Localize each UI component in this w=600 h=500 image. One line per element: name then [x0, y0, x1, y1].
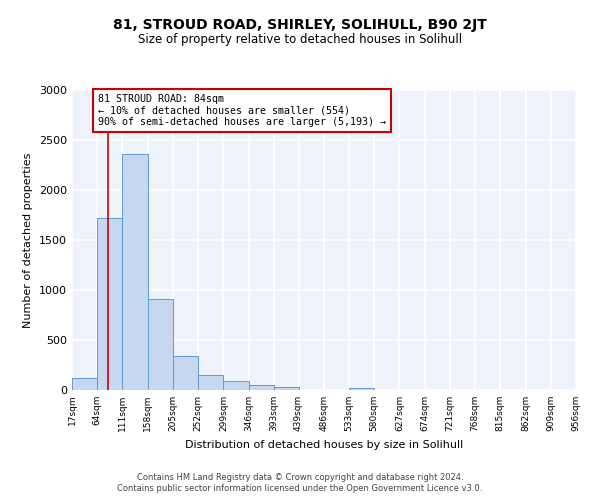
Bar: [148, 299, 173, 390]
Text: Contains HM Land Registry data © Crown copyright and database right 2024.: Contains HM Land Registry data © Crown c…: [137, 472, 463, 482]
Text: 81 STROUD ROAD: 84sqm
← 10% of detached houses are smaller (554)
90% of semi-det: 81 STROUD ROAD: 84sqm ← 10% of detached …: [98, 94, 386, 127]
Bar: [198, 374, 223, 390]
Bar: [274, 387, 299, 390]
Bar: [223, 381, 248, 390]
Bar: [248, 386, 274, 390]
Bar: [97, 218, 122, 390]
Text: Size of property relative to detached houses in Solihull: Size of property relative to detached ho…: [138, 32, 462, 46]
Bar: [173, 356, 198, 390]
Text: Contains public sector information licensed under the Open Government Licence v3: Contains public sector information licen…: [118, 484, 482, 493]
Bar: [72, 378, 97, 390]
X-axis label: Distribution of detached houses by size in Solihull: Distribution of detached houses by size …: [185, 440, 463, 450]
Y-axis label: Number of detached properties: Number of detached properties: [23, 152, 34, 328]
Bar: [122, 154, 148, 390]
Bar: [349, 388, 374, 390]
Text: 81, STROUD ROAD, SHIRLEY, SOLIHULL, B90 2JT: 81, STROUD ROAD, SHIRLEY, SOLIHULL, B90 …: [113, 18, 487, 32]
